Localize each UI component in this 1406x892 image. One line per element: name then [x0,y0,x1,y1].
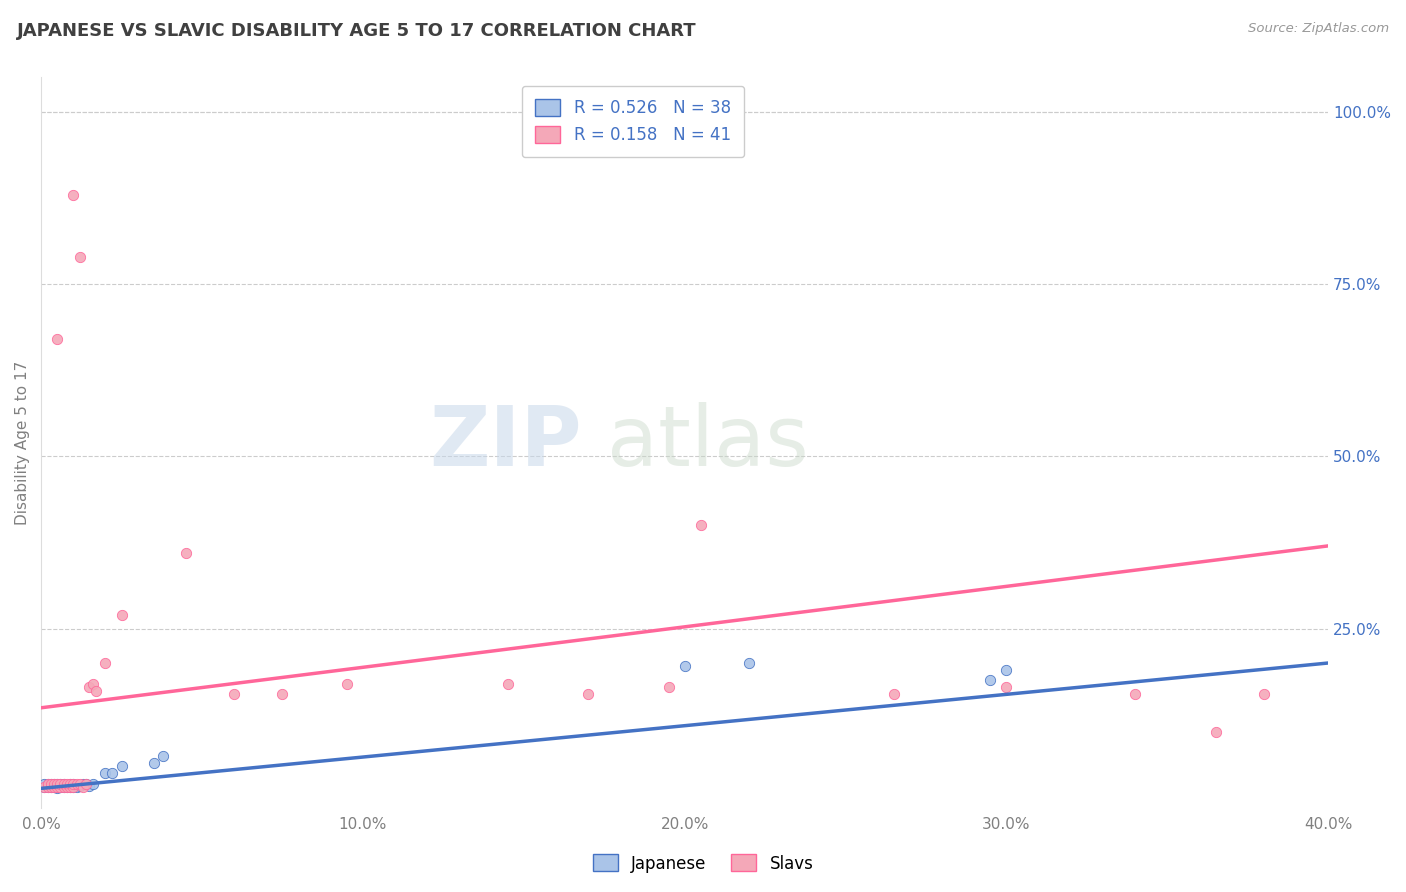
Point [75,776,97,790]
Point [42,780,65,794]
Point [52,776,75,790]
Point [110,759,132,773]
Point [65,776,87,790]
Point [62,776,84,790]
Point [79,779,101,793]
Y-axis label: Disability Age 5 to 17: Disability Age 5 to 17 [15,360,30,524]
Point [995,680,1018,694]
Point [69,779,91,793]
Point [75,776,97,790]
Point [84,683,107,698]
Point [59,776,82,790]
Point [62,780,84,794]
Point [110,607,132,622]
Point [39,776,62,790]
Point [336,676,359,690]
Point [94,656,117,670]
Point [39,780,62,794]
Point [52,779,75,793]
Point [46,781,69,796]
Point [94,766,117,780]
Point [46,776,69,790]
Point [496,676,519,690]
Point [1253,687,1275,701]
Point [72,776,94,790]
Point [59,776,82,790]
Point [52,780,75,794]
Point [979,673,1001,688]
Point [49,780,72,794]
Point [39,779,62,793]
Point [657,680,679,694]
Point [56,779,79,793]
Point [52,776,75,790]
Point [39,776,62,790]
Point [101,766,124,780]
Point [42,776,65,790]
Point [69,776,91,790]
Point [271,687,294,701]
Point [42,776,65,790]
Point [37,780,59,794]
Point [673,659,696,673]
Point [34,776,56,790]
Point [79,680,101,694]
Text: atlas: atlas [607,402,810,483]
Point [46,780,69,794]
Point [82,776,104,790]
Point [689,518,711,533]
Point [59,780,82,794]
Text: JAPANESE VS SLAVIC DISABILITY AGE 5 TO 17 CORRELATION CHART: JAPANESE VS SLAVIC DISABILITY AGE 5 TO 1… [17,22,696,40]
Point [37,776,59,790]
Point [883,687,905,701]
Point [52,780,75,794]
Point [59,780,82,794]
Point [174,546,197,560]
Point [224,687,246,701]
Point [69,250,91,264]
Point [142,756,165,770]
Point [56,780,79,794]
Point [39,780,62,794]
Legend: Japanese, Slavs: Japanese, Slavs [586,847,820,880]
Point [42,780,65,794]
Point [62,780,84,794]
Point [62,187,84,202]
Point [46,780,69,794]
Point [34,780,56,794]
Text: ZIP: ZIP [429,402,582,483]
Point [738,656,761,670]
Point [82,676,104,690]
Point [1123,687,1146,701]
Point [56,780,79,794]
Point [46,332,69,346]
Point [46,776,69,790]
Point [1205,725,1227,739]
Point [152,749,174,764]
Legend: R = 0.526   N = 38, R = 0.158   N = 41: R = 0.526 N = 38, R = 0.158 N = 41 [522,86,744,157]
Point [62,776,84,790]
Point [995,663,1018,677]
Point [49,780,72,794]
Point [576,687,599,701]
Point [49,776,72,790]
Point [37,780,59,794]
Point [49,776,72,790]
Point [37,776,59,790]
Point [65,780,87,794]
Point [34,780,56,794]
Point [72,780,94,794]
Point [56,776,79,790]
Text: Source: ZipAtlas.com: Source: ZipAtlas.com [1249,22,1389,36]
